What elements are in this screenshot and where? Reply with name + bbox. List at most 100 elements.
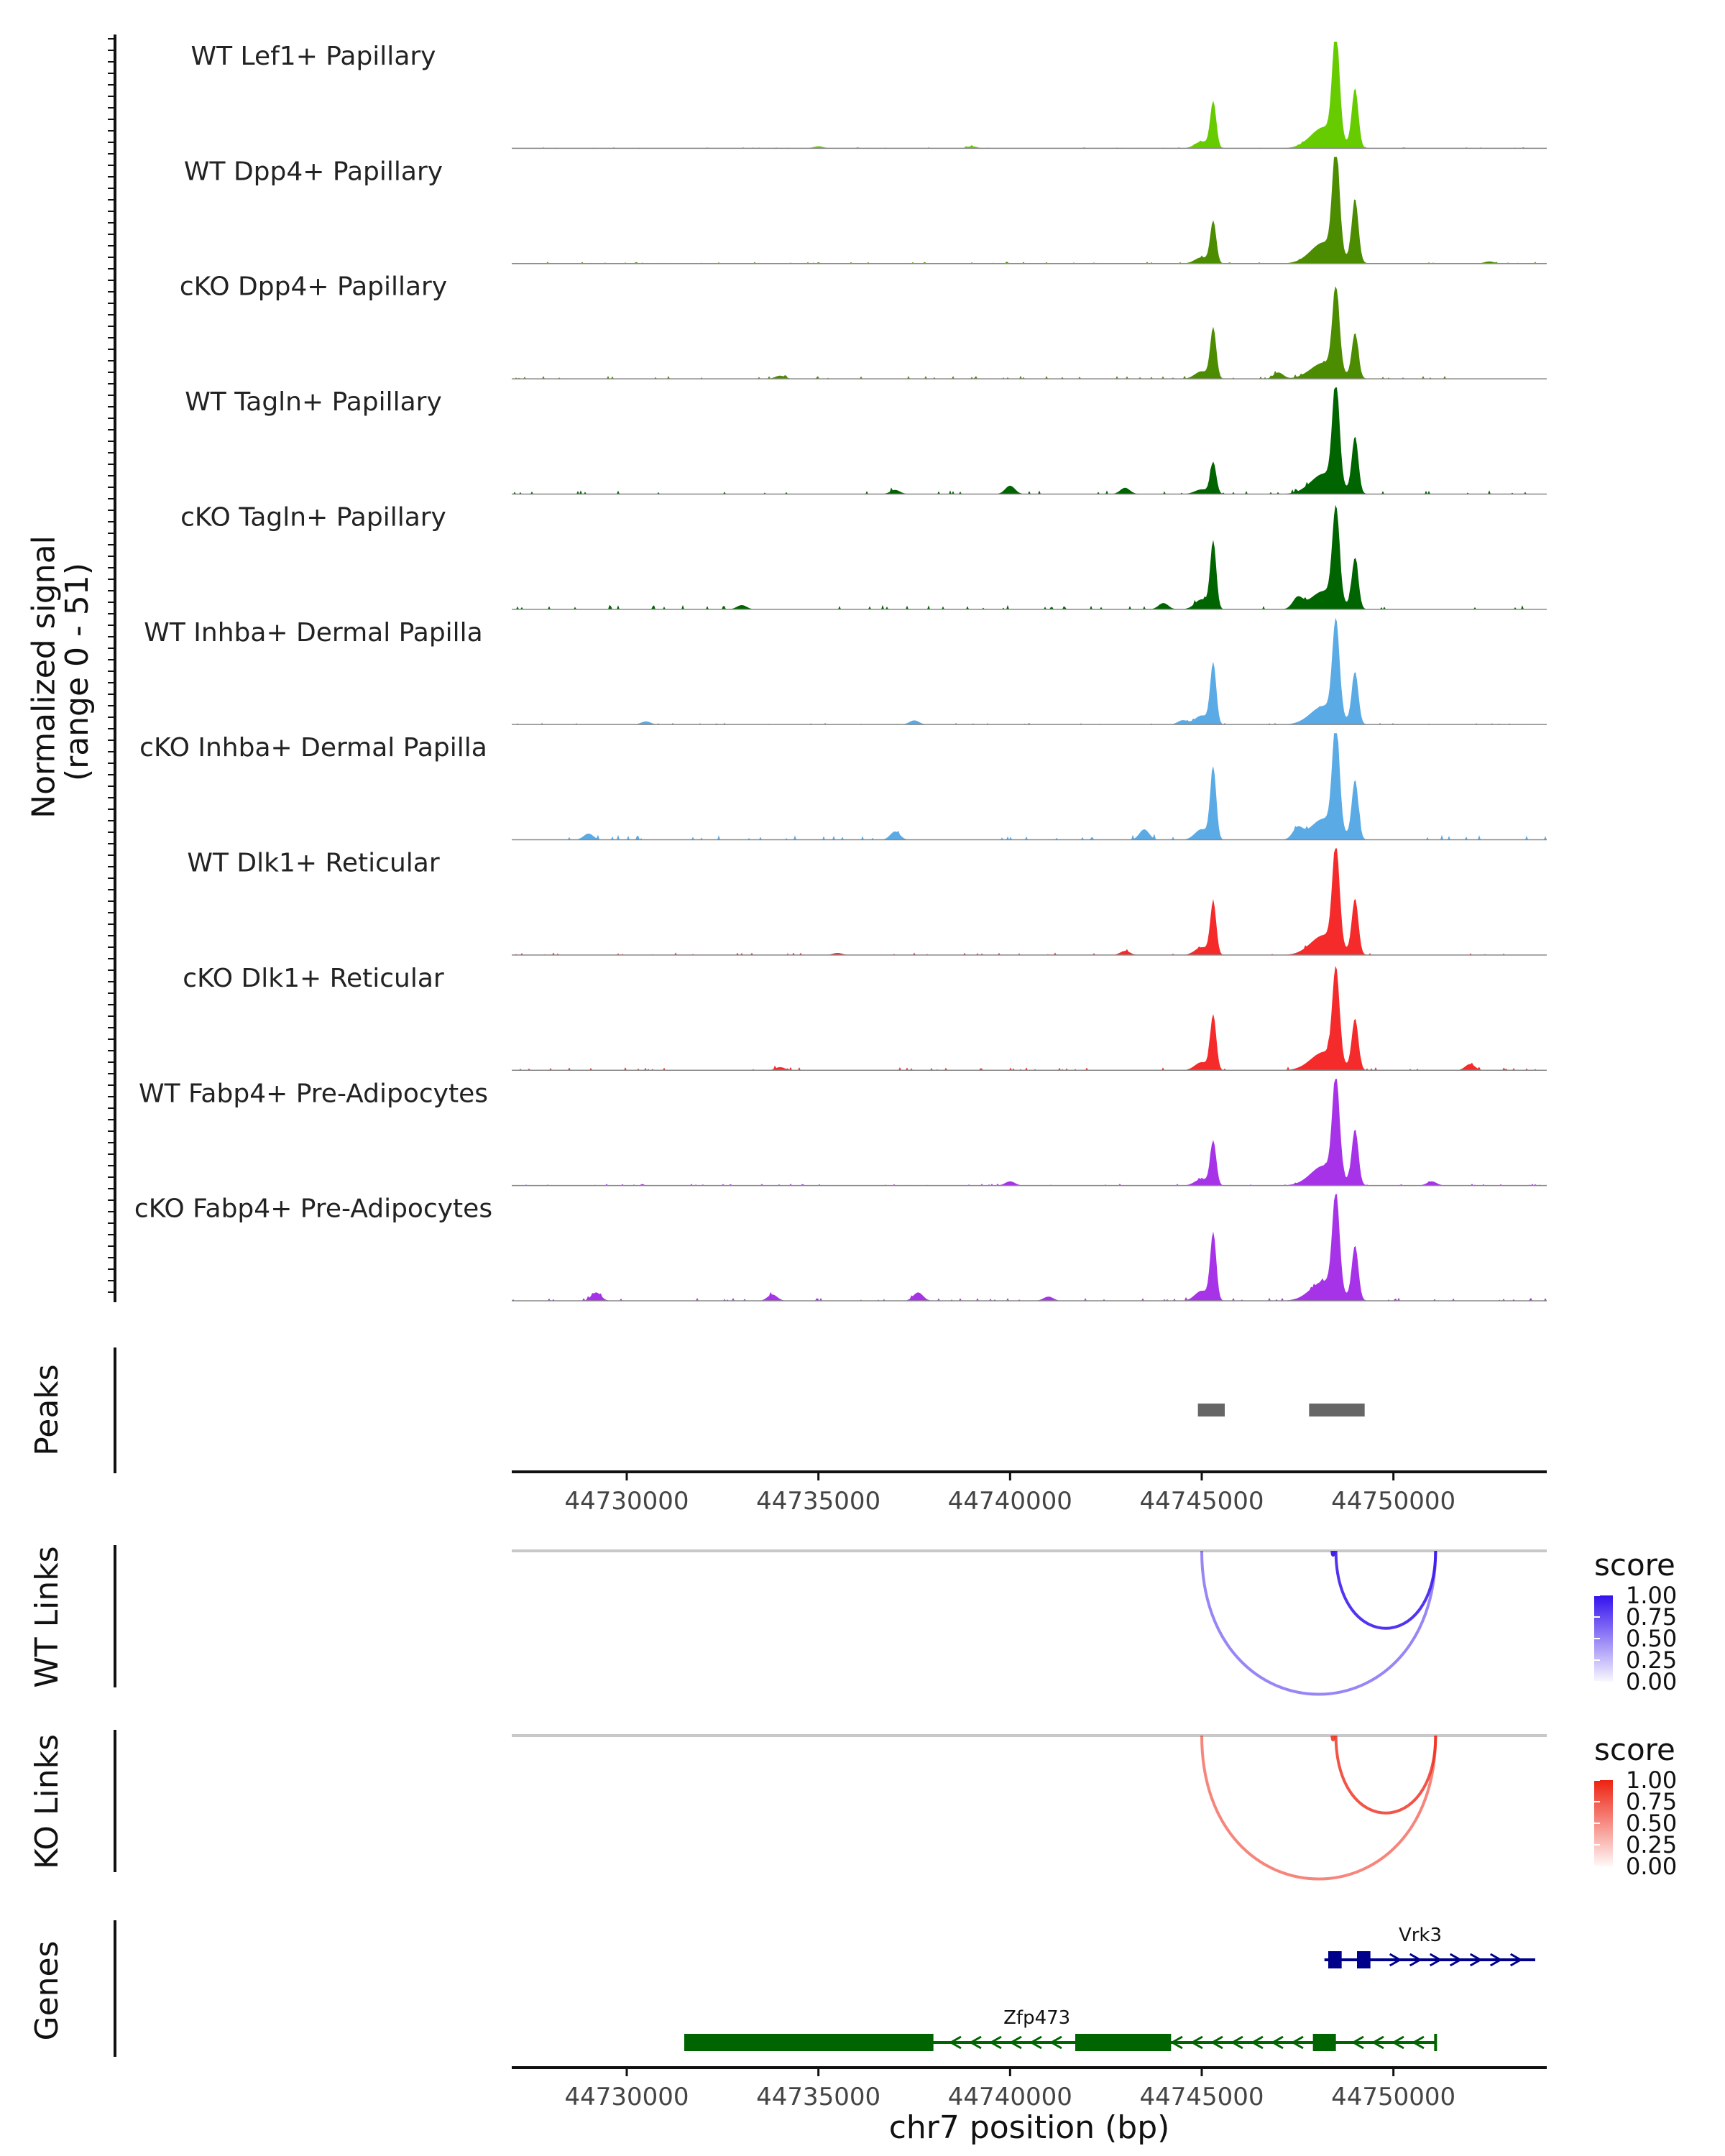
coverage-area — [512, 966, 1547, 1071]
peaks-label: Peaks — [29, 1364, 65, 1455]
exon-block — [684, 2034, 934, 2051]
coverage-track-wt-lef1-papillary: WT Lef1+ Papillary — [191, 42, 1547, 149]
legend-tick-label: 0.75 — [1626, 1788, 1677, 1815]
coverage-track-wt-dlk1-reticular: WT Dlk1+ Reticular — [187, 848, 1547, 956]
strand-arrow — [1429, 1953, 1443, 1967]
coverage-track-cko-dpp4-papillary: cKO Dpp4+ Papillary — [180, 272, 1547, 379]
legend-tick-label: 0.00 — [1626, 1668, 1677, 1695]
strand-arrow — [1351, 2035, 1364, 2050]
coverage-area — [512, 387, 1547, 494]
coverage-area — [512, 157, 1547, 264]
x-tick-label: 44730000 — [564, 1487, 689, 1516]
track-label: WT Lef1+ Papillary — [191, 42, 436, 71]
coverage-area — [512, 733, 1547, 840]
strand-arrow — [1270, 2035, 1284, 2050]
x-tick-label: 44745000 — [1139, 1487, 1264, 1516]
track-label: cKO Dpp4+ Papillary — [180, 272, 447, 302]
x-tick-label: 44735000 — [756, 1487, 880, 1516]
x-tick-label: 44750000 — [1331, 2083, 1455, 2111]
x-tick-label: 44740000 — [948, 2083, 1072, 2111]
peaks-x-axis: 44730000 44735000 44740000 44745000 44750000 — [512, 1470, 1547, 1516]
track-label: WT Dlk1+ Reticular — [187, 849, 439, 878]
link-arc — [1330, 1735, 1335, 1741]
gene-vrk3: Vrk3 — [1324, 1925, 1535, 1968]
gene-name-label: Zfp473 — [1003, 2007, 1070, 2029]
coverage-area — [512, 1079, 1547, 1186]
link-arc — [1330, 1550, 1335, 1557]
track-label: cKO Dlk1+ Reticular — [183, 964, 444, 993]
legend-tick-label: 0.25 — [1626, 1646, 1677, 1674]
coverage-panel: WT Lef1+ Papillary WT Dpp4+ Papillary cKO … — [108, 34, 1547, 1302]
legend-tick-label: 0.75 — [1626, 1603, 1677, 1631]
strand-arrow — [1290, 2035, 1304, 2050]
strand-arrow — [1509, 1953, 1523, 1967]
legend-tick-label: 0.25 — [1626, 1831, 1677, 1858]
strand-arrow — [1029, 2035, 1042, 2050]
legend-tick-label: 1.00 — [1626, 1766, 1677, 1794]
exon-block — [1312, 2034, 1336, 2051]
strand-arrow — [1008, 2035, 1022, 2050]
gene-name-label: Vrk3 — [1399, 1925, 1442, 1946]
coverage-area — [512, 286, 1547, 379]
strand-arrow — [1489, 1953, 1503, 1967]
legend-tick-label: 0.00 — [1626, 1853, 1677, 1880]
strand-arrow — [1190, 2035, 1203, 2050]
coverage-area — [512, 1194, 1547, 1301]
track-label: WT Tagln+ Papillary — [185, 387, 442, 417]
links-label: KO Links — [29, 1734, 65, 1869]
strand-arrow — [1169, 2035, 1183, 2050]
peak-region — [1197, 1404, 1225, 1416]
coverage-track-wt-inhba-dermal-papilla: WT Inhba+ Dermal Papilla — [144, 617, 1547, 725]
links-label: WT Links — [29, 1546, 65, 1687]
track-label: WT Fabp4+ Pre-Adipocytes — [139, 1079, 488, 1108]
track-label: cKO Inhba+ Dermal Papilla — [139, 733, 487, 763]
coverage-y-axis-label: Normalized signal (range 0 - 51) — [26, 525, 96, 819]
x-tick-label: 44750000 — [1331, 1487, 1455, 1516]
strand-arrow — [948, 2035, 962, 2050]
strand-arrow — [1391, 2035, 1404, 2050]
coverage-area — [512, 42, 1547, 149]
legend-tick-label: 0.50 — [1626, 1810, 1677, 1837]
strand-arrow — [1250, 2035, 1264, 2050]
link-arc — [1200, 1735, 1438, 1881]
coverage-track-wt-dpp4-papillary: WT Dpp4+ Papillary — [184, 157, 1547, 264]
x-tick-label: 44730000 — [564, 2083, 689, 2111]
strand-arrow — [1049, 2035, 1062, 2050]
legend-title: score — [1594, 1547, 1675, 1583]
coverage-track-cko-inhba-dermal-papilla: cKO Inhba+ Dermal Papilla — [139, 733, 1547, 841]
strand-arrow — [1230, 2035, 1243, 2050]
strand-arrow — [1371, 2035, 1384, 2050]
track-label: cKO Fabp4+ Pre-Adipocytes — [134, 1194, 492, 1224]
x-tick-label: 44740000 — [948, 1487, 1072, 1516]
gene-zfp473: Zfp473 — [684, 2007, 1438, 2051]
peak-region — [1309, 1404, 1365, 1416]
exon-block — [1075, 2034, 1172, 2051]
coverage-track-cko-fabp4-pre-adipocytes: cKO Fabp4+ Pre-Adipocytes — [134, 1194, 1547, 1302]
legend-tick-label: 1.00 — [1626, 1582, 1677, 1609]
genes-x-axis: 44730000 44735000 44740000 44745000 44750000 — [512, 2066, 1547, 2111]
strand-arrow — [1469, 1953, 1483, 1967]
strand-arrow — [1389, 1953, 1402, 1967]
x-tick-label: 44745000 — [1139, 2083, 1264, 2111]
coverage-area — [512, 505, 1547, 609]
strand-arrow — [968, 2035, 982, 2050]
strand-arrow — [988, 2035, 1002, 2050]
x-axis-title: chr7 position (bp) — [889, 2109, 1170, 2146]
track-label: WT Dpp4+ Papillary — [184, 157, 443, 186]
coverage-track-wt-tagln-papillary: WT Tagln+ Papillary — [185, 387, 1547, 495]
strand-arrow — [1449, 1953, 1463, 1967]
track-label: WT Inhba+ Dermal Papilla — [144, 618, 482, 648]
track-label: cKO Tagln+ Papillary — [180, 502, 446, 532]
legend-title: score — [1594, 1732, 1675, 1767]
x-tick-label: 44735000 — [756, 2083, 880, 2111]
coverage-area — [512, 617, 1547, 725]
strand-arrow — [1411, 2035, 1425, 2050]
